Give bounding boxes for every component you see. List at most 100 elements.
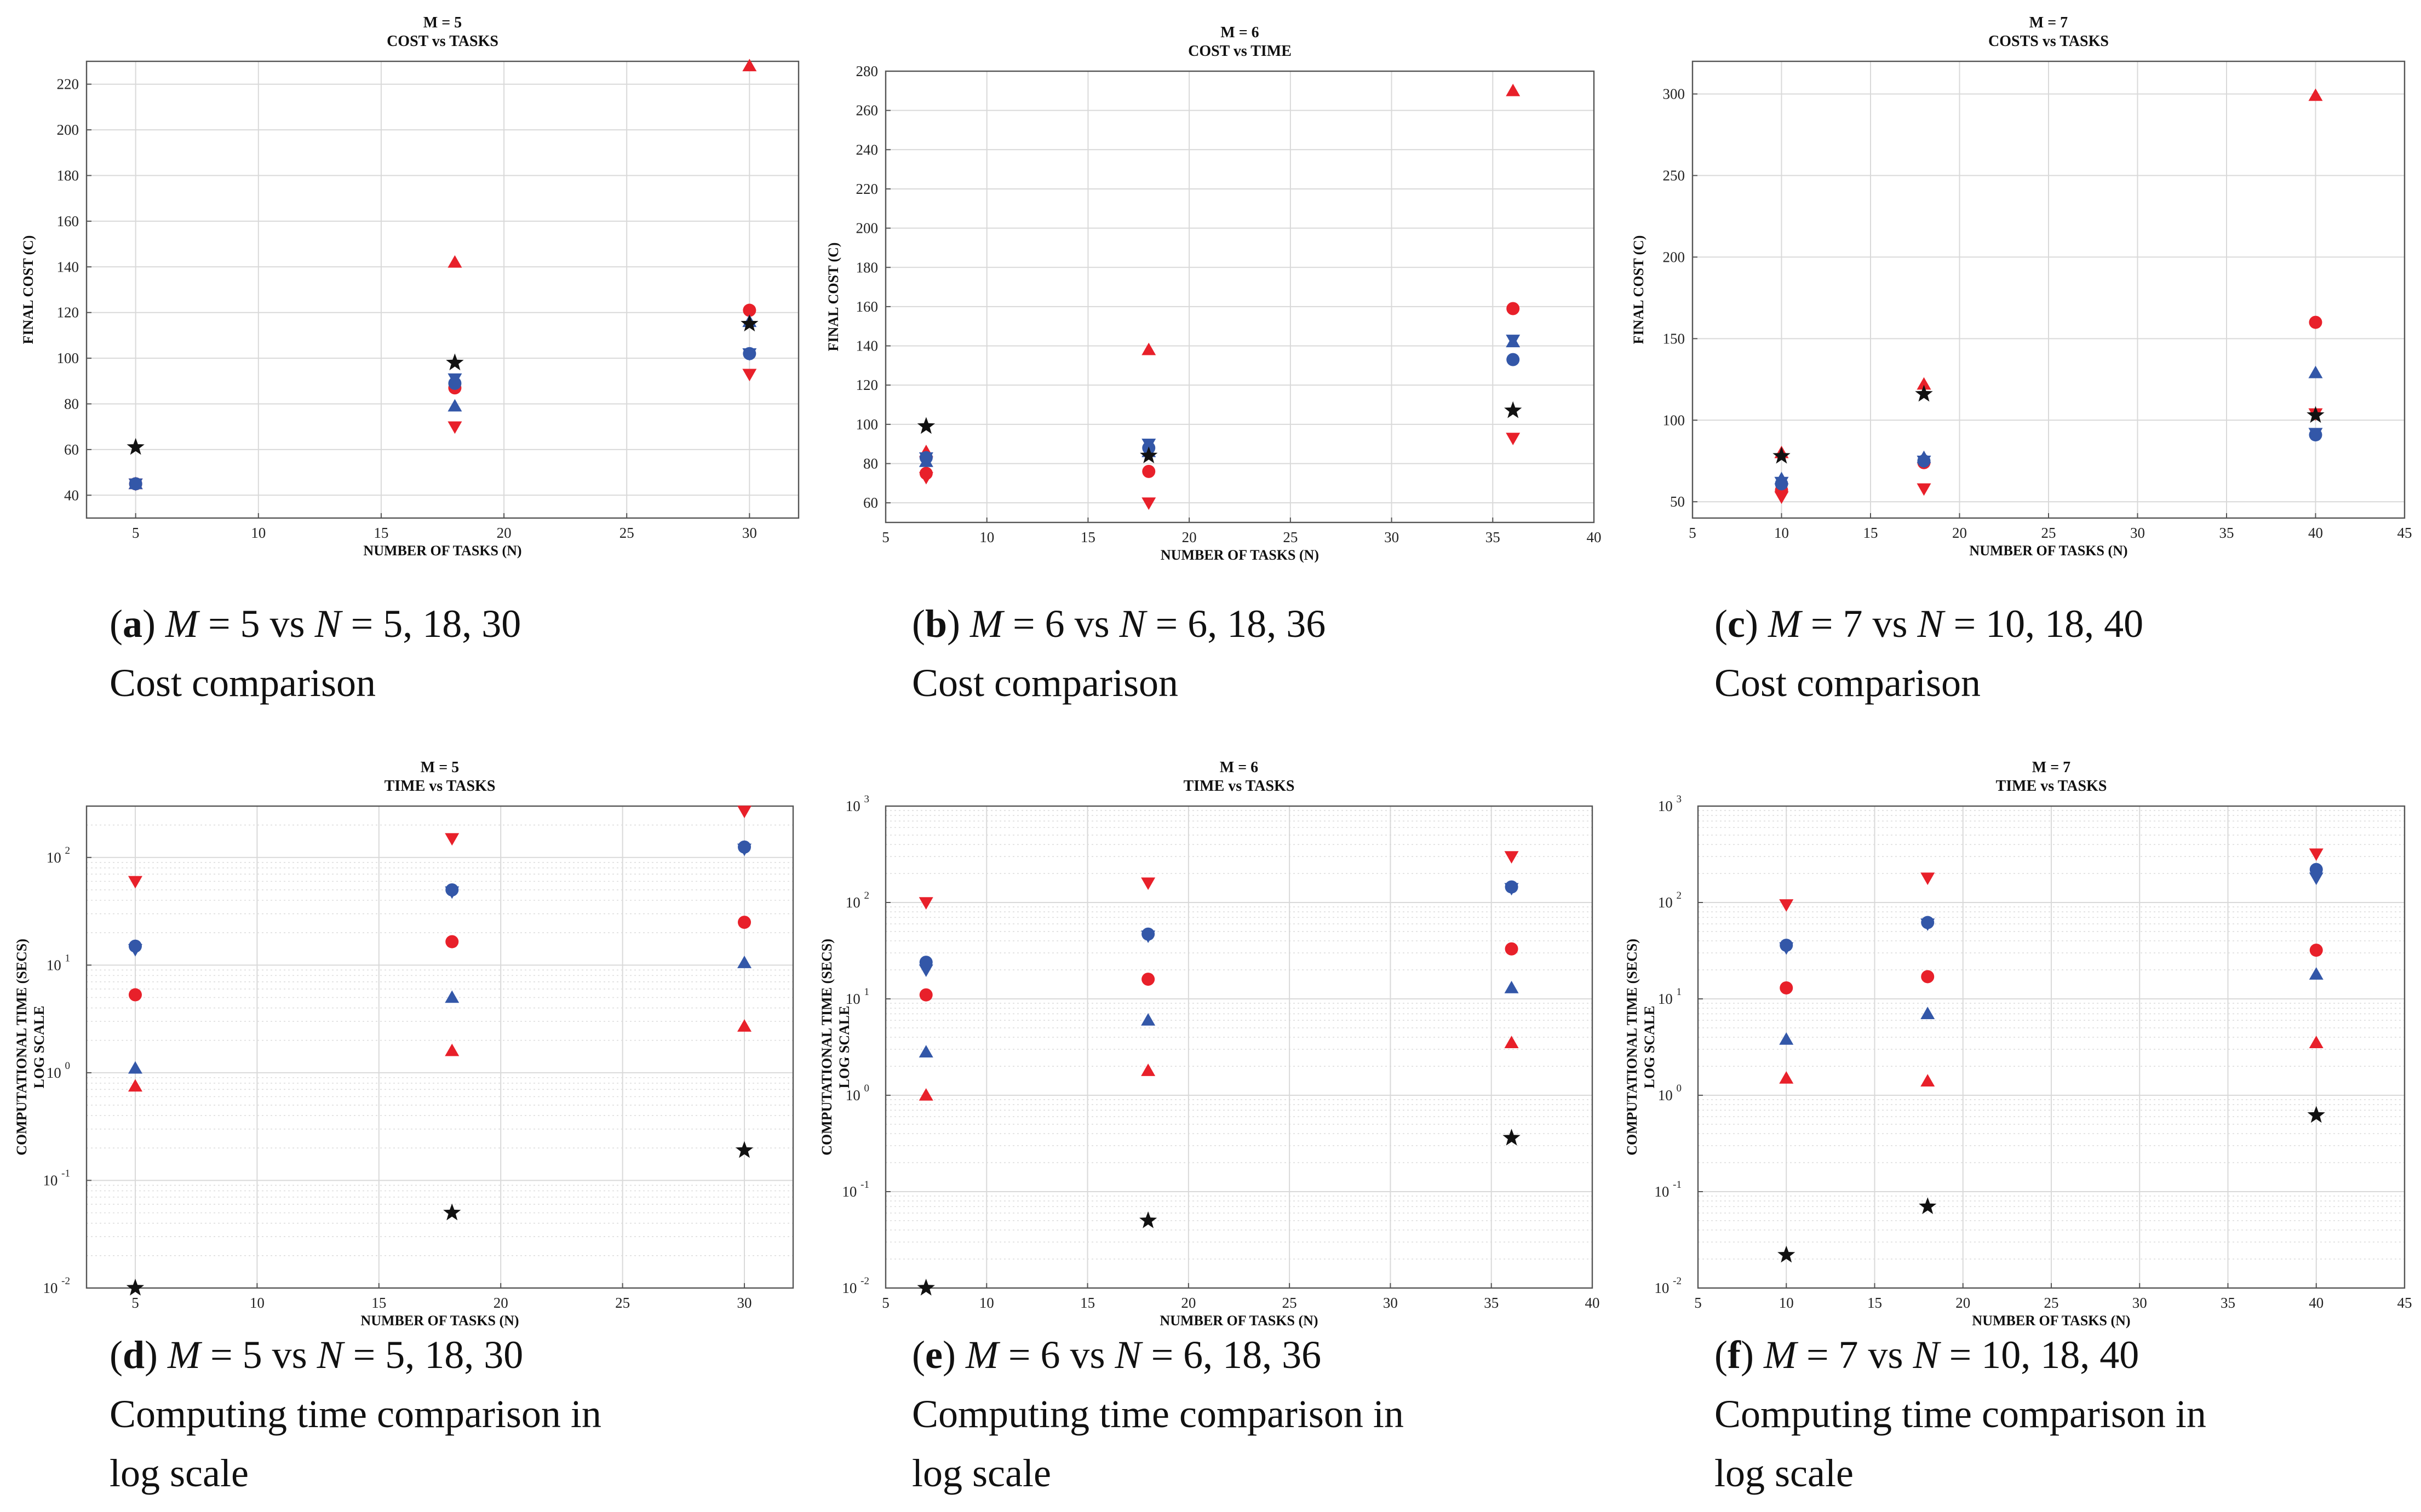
- x-tick-label: 10: [251, 525, 266, 541]
- y-tick-label: 220: [57, 76, 79, 93]
- caption-line: Computing time comparison in: [912, 1392, 1404, 1436]
- x-tick-label: 30: [1384, 529, 1399, 545]
- x-axis-label: NUMBER OF TASKS (N): [360, 1313, 519, 1329]
- plot-frame: [885, 70, 1595, 524]
- y-tick-label: 10 3: [1658, 794, 1682, 814]
- point-s3: [1142, 464, 1156, 478]
- x-tick-label: 30: [1383, 1295, 1398, 1311]
- caption-a: (a) M = 5 vs N = 5, 18, 30 Cost compariso…: [110, 594, 521, 712]
- point-s7: [917, 417, 936, 434]
- y-tick-label: 10 3: [846, 794, 869, 814]
- y-tick-label: 120: [856, 377, 879, 393]
- point-s3: [919, 467, 933, 480]
- data-points: [917, 851, 1521, 1296]
- x-tick-label: 30: [742, 525, 757, 541]
- caption-line: Cost comparison: [912, 661, 1178, 705]
- plot-frame: [885, 805, 1593, 1289]
- x-tick-label: 25: [2044, 1295, 2059, 1311]
- y-tick-label: 10 -2: [842, 1275, 869, 1296]
- caption-line: Computing time comparison in: [110, 1392, 601, 1436]
- x-axis-label: NUMBER OF TASKS (N): [1161, 547, 1319, 563]
- point-s2: [128, 876, 142, 889]
- point-s6: [1921, 916, 1935, 929]
- caption-heading: (a) M = 5 vs N = 5, 18, 30: [110, 602, 521, 646]
- point-s1: [1506, 83, 1521, 96]
- point-s7: [1777, 1245, 1795, 1263]
- point-s6: [2309, 863, 2323, 876]
- point-s7: [446, 353, 464, 371]
- point-s6: [1775, 477, 1788, 491]
- data-points: [126, 806, 754, 1296]
- point-s6: [919, 451, 933, 464]
- plot-frame: [85, 60, 800, 519]
- point-s4: [2309, 967, 2324, 980]
- y-tick-label: 40: [64, 487, 79, 503]
- x-axis-label: NUMBER OF TASKS (N): [1972, 1313, 2130, 1329]
- point-s7: [1772, 446, 1791, 464]
- x-tick-label: 40: [2308, 525, 2323, 541]
- x-tick-label: 15: [1081, 529, 1095, 545]
- y-tick-label: 140: [57, 258, 79, 275]
- caption-heading: (b) M = 6 vs N = 6, 18, 36: [912, 602, 1326, 646]
- point-s7: [126, 1279, 145, 1296]
- y-axis-label: FINAL COST (C): [20, 235, 36, 344]
- caption-heading: (f) M = 7 vs N = 10, 18, 40: [1714, 1333, 2139, 1377]
- data-points: [1777, 848, 2325, 1263]
- caption-d: (d) M = 5 vs N = 5, 18, 30 Computing time…: [110, 1325, 601, 1503]
- x-tick-label: 30: [737, 1295, 752, 1311]
- chart-subtitle: COST vs TASKS: [387, 33, 498, 50]
- point-s7: [443, 1203, 461, 1221]
- chart-title: M = 5: [423, 14, 462, 31]
- x-axis-label: NUMBER OF TASKS (N): [363, 543, 521, 559]
- plot-frame: [85, 805, 794, 1289]
- x-tick-label: 10: [1779, 1295, 1794, 1311]
- point-s7: [741, 314, 759, 332]
- point-s7: [1139, 1211, 1157, 1228]
- chart-subtitle: TIME vs TASKS: [385, 778, 496, 795]
- y-tick-label: 80: [64, 396, 79, 412]
- x-tick-label: 25: [619, 525, 634, 541]
- y-tick-label: 100: [57, 350, 79, 366]
- y-tick-label: 220: [856, 181, 879, 197]
- x-tick-label: 20: [1182, 529, 1197, 545]
- point-s7: [2307, 406, 2325, 423]
- y-tick-label: 150: [1663, 330, 1685, 347]
- y-tick-label: 60: [863, 495, 878, 511]
- y-tick-label: 10 0: [1658, 1083, 1682, 1103]
- point-s6: [1780, 939, 1793, 952]
- point-s1: [2309, 1036, 2324, 1048]
- point-s6: [128, 939, 142, 953]
- point-s7: [1919, 1197, 1937, 1214]
- point-s7: [1504, 401, 1522, 418]
- chart-panel-a: 5 10 15 20 25 30 40 60 80 100 120 140 160 180 200 220 M …: [0, 0, 805, 580]
- x-tick-label: 15: [371, 1295, 386, 1311]
- chart-subtitle: COSTS vs TASKS: [1988, 33, 2109, 50]
- point-s7: [1140, 446, 1158, 463]
- point-s3: [445, 935, 459, 948]
- y-tick-label: 10 -2: [43, 1275, 70, 1296]
- point-s1: [919, 1088, 933, 1101]
- point-s2: [448, 421, 462, 434]
- chart-a-svg: 5 10 15 20 25 30 40 60 80 100 120 140 160 180 200 220 M …: [20, 14, 800, 559]
- point-s1: [742, 59, 757, 72]
- y-axis-label: COMPUTATIONAL TIME (SECS): [819, 939, 835, 1155]
- chart-title: M = 6: [1220, 759, 1258, 776]
- y-tick-label: 260: [856, 102, 879, 119]
- y-axis-label: COMPUTATIONAL TIME (SECS): [1624, 939, 1640, 1155]
- y-tick-label: 10 -1: [1654, 1179, 1682, 1200]
- chart-subtitle: TIME vs TASKS: [1184, 778, 1295, 795]
- point-s4: [1779, 1032, 1794, 1045]
- point-s2: [1917, 483, 1931, 496]
- point-s7: [917, 1279, 935, 1296]
- x-tick-label: 5: [1689, 525, 1696, 541]
- y-axis-label: LOG SCALE: [31, 1006, 47, 1089]
- point-s4: [448, 399, 462, 412]
- data-points: [917, 83, 1522, 510]
- x-tick-label: 40: [1587, 529, 1602, 545]
- data-points: [1772, 88, 2325, 504]
- point-s3: [1506, 302, 1520, 315]
- point-s1: [1920, 1074, 1935, 1087]
- point-s4: [737, 956, 752, 968]
- x-tick-label: 15: [1080, 1295, 1095, 1311]
- point-s1: [2308, 88, 2323, 101]
